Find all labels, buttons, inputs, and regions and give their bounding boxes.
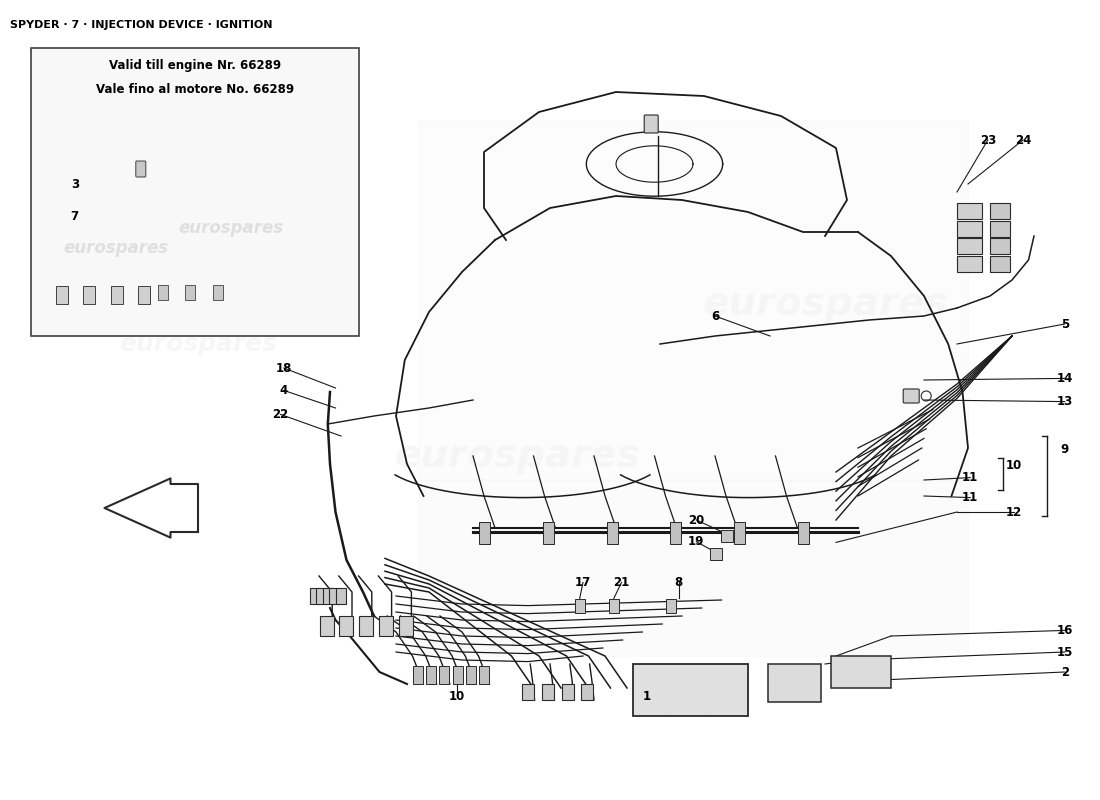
FancyBboxPatch shape [157,285,168,300]
FancyBboxPatch shape [957,256,982,272]
FancyBboxPatch shape [412,666,424,684]
FancyBboxPatch shape [452,666,463,684]
FancyBboxPatch shape [798,522,808,544]
FancyBboxPatch shape [135,161,146,177]
FancyBboxPatch shape [478,522,490,544]
Text: 17: 17 [575,576,591,589]
FancyBboxPatch shape [990,203,1010,219]
FancyBboxPatch shape [957,203,982,219]
FancyBboxPatch shape [582,684,593,700]
FancyBboxPatch shape [309,588,319,604]
Text: eurospares: eurospares [178,219,284,237]
FancyBboxPatch shape [645,115,658,133]
Text: 20: 20 [689,514,704,526]
FancyBboxPatch shape [426,666,437,684]
FancyBboxPatch shape [542,684,553,700]
Text: 8: 8 [674,576,683,589]
Polygon shape [418,120,968,480]
FancyBboxPatch shape [359,616,373,636]
Polygon shape [104,478,198,538]
Text: eurospares: eurospares [394,437,640,475]
FancyBboxPatch shape [830,656,891,688]
FancyBboxPatch shape [522,684,534,700]
Text: 11: 11 [962,491,978,504]
Text: 14: 14 [1057,372,1072,385]
FancyBboxPatch shape [574,598,585,613]
FancyBboxPatch shape [31,48,359,336]
FancyBboxPatch shape [84,286,95,304]
FancyBboxPatch shape [957,238,982,254]
Text: SPYDER · 7 · INJECTION DEVICE · IGNITION: SPYDER · 7 · INJECTION DEVICE · IGNITION [10,20,273,30]
Text: 13: 13 [1057,395,1072,408]
Text: 22: 22 [273,408,288,421]
FancyBboxPatch shape [336,588,345,604]
FancyBboxPatch shape [903,389,920,403]
FancyBboxPatch shape [439,666,450,684]
Text: 3: 3 [70,178,79,190]
FancyBboxPatch shape [322,588,332,604]
FancyBboxPatch shape [768,664,821,702]
FancyBboxPatch shape [478,666,490,684]
Text: 16: 16 [1057,624,1072,637]
Text: eurospares: eurospares [702,285,948,323]
Text: 5: 5 [1060,318,1069,330]
FancyBboxPatch shape [329,588,339,604]
Polygon shape [418,480,968,656]
FancyBboxPatch shape [666,598,676,613]
FancyBboxPatch shape [465,666,476,684]
FancyBboxPatch shape [111,286,122,304]
FancyBboxPatch shape [606,522,617,544]
FancyBboxPatch shape [957,221,982,237]
FancyBboxPatch shape [378,616,393,636]
Text: Valid till engine Nr. 66289: Valid till engine Nr. 66289 [109,59,280,72]
FancyBboxPatch shape [670,522,681,544]
Text: 4: 4 [279,384,288,397]
FancyBboxPatch shape [398,616,412,636]
FancyBboxPatch shape [316,588,326,604]
FancyBboxPatch shape [139,286,150,304]
FancyBboxPatch shape [185,285,196,300]
Text: eurospares: eurospares [119,332,277,356]
Text: 12: 12 [1006,506,1022,518]
FancyBboxPatch shape [990,238,1010,254]
Text: 10: 10 [449,690,464,702]
Text: 11: 11 [962,471,978,484]
Text: 24: 24 [1015,134,1031,146]
Text: eurospares: eurospares [63,239,168,257]
Text: 9: 9 [1060,443,1069,456]
FancyBboxPatch shape [710,548,722,560]
FancyBboxPatch shape [734,522,745,544]
Text: 15: 15 [1057,646,1072,658]
Text: 1: 1 [642,690,651,702]
FancyBboxPatch shape [990,221,1010,237]
FancyBboxPatch shape [542,522,553,544]
FancyBboxPatch shape [562,684,573,700]
FancyBboxPatch shape [212,285,223,300]
Text: 18: 18 [276,362,292,374]
Text: 23: 23 [980,134,996,146]
Text: Vale fino al motore No. 66289: Vale fino al motore No. 66289 [96,83,294,96]
Text: 6: 6 [711,310,719,322]
FancyBboxPatch shape [990,256,1010,272]
Text: 21: 21 [614,576,629,589]
FancyBboxPatch shape [56,286,67,304]
FancyBboxPatch shape [319,616,333,636]
Text: 2: 2 [1060,666,1069,678]
FancyBboxPatch shape [720,530,733,542]
Text: 19: 19 [689,535,704,548]
Text: 7: 7 [70,210,79,222]
Text: 10: 10 [1006,459,1022,472]
FancyBboxPatch shape [632,664,748,716]
FancyBboxPatch shape [339,616,353,636]
FancyBboxPatch shape [608,598,619,613]
